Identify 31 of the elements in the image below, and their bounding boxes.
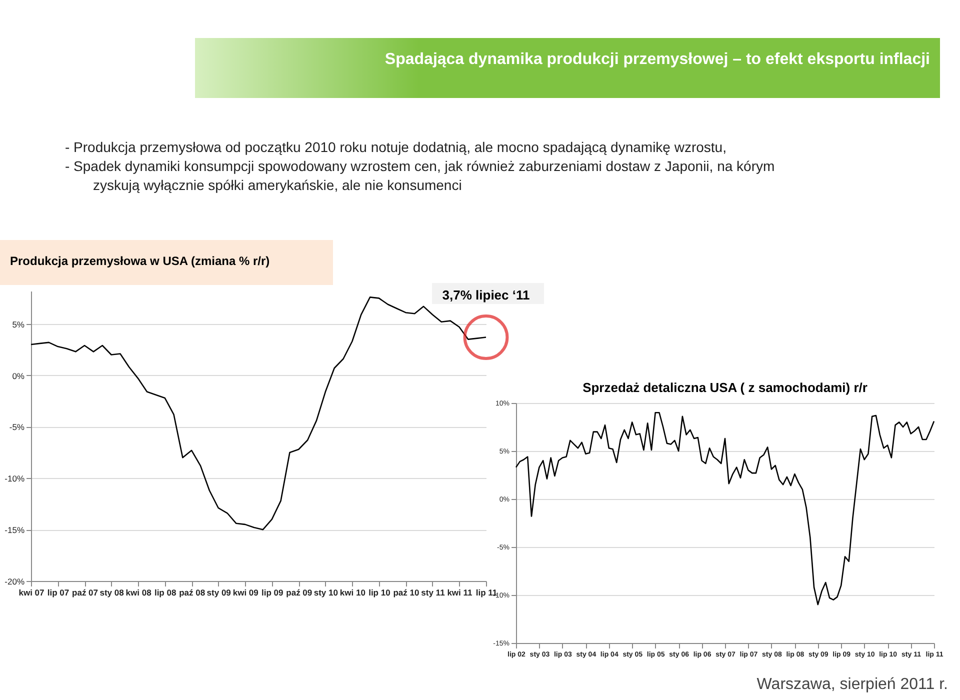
x-tick-label: kwi 09	[232, 588, 259, 598]
chart-title: Sprzedaż detaliczna USA ( z samochodami) r/r	[582, 380, 868, 395]
y-tick-label: -20%	[4, 576, 25, 586]
x-tick-label: kwi 10	[340, 588, 366, 598]
x-tick-label: sty 10	[314, 588, 338, 598]
chart-title: Produkcja przemysłowa w USA (zmiana % r/r)	[0, 240, 333, 285]
y-tick-label: -10%	[4, 474, 25, 484]
y-tick-label: 5%	[12, 319, 25, 330]
y-tick-label: 0%	[12, 370, 25, 381]
line-series	[515, 412, 935, 606]
x-tick-label: paź 07	[72, 588, 98, 598]
text: Spadająca dynamika produkcji przemysłowej – to efekt eksportu inflacji	[195, 38, 940, 98]
x-tick-label: lip 08	[154, 588, 176, 598]
text: - Produkcja przemysłowa od początku 2010 roku notuje dodatnią, ale mocno spadającą dynamikę wzrostu,	[65, 138, 728, 157]
annotation: 3,7% lipiec ‘11	[442, 287, 530, 302]
x-tick-label: sty 11	[421, 588, 446, 598]
x-tick-label: sty 08	[100, 588, 124, 598]
x-tick-label: paź 08	[179, 588, 206, 598]
x-tick-label: paź 10	[393, 588, 420, 598]
text: - Spadek dynamiki konsumpcji spowodowany wzrostem cen, jak również zaburzeniami dostaw z Japonii, na kórym zyskują wyłącznie spółki amerykańskie, ale nie konsumenci	[65, 157, 776, 195]
y-tick-label: -5%	[9, 422, 25, 432]
x-tick-label: kwi 11	[447, 588, 473, 598]
x-tick-label: kwi 08	[126, 588, 152, 598]
x-tick-label: lip 10	[368, 588, 391, 598]
x-tick-label: lip 09	[262, 588, 284, 598]
x-tick-label: lip 07	[47, 588, 70, 598]
x-tick-label: paź 09	[286, 588, 312, 598]
text: Warszawa, sierpień 2011 r.	[756, 676, 948, 694]
x-tick-label: kwi 07	[18, 588, 45, 598]
x-tick-label: sty 09	[206, 588, 232, 598]
y-tick-label: -15%	[4, 525, 25, 536]
